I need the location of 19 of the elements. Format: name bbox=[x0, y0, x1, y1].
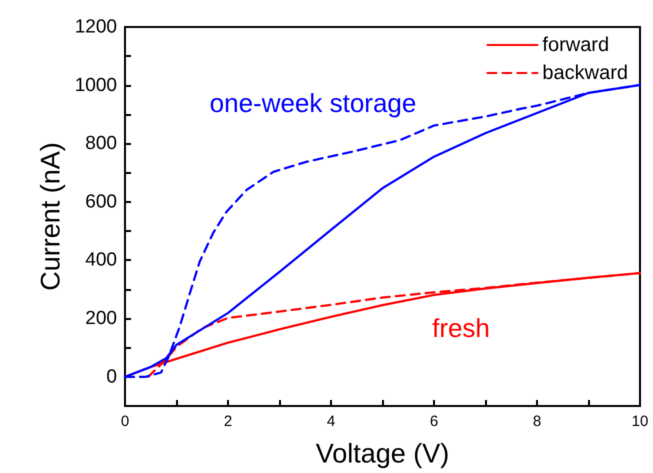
legend-label: backward bbox=[542, 62, 628, 84]
x-tick-label: 0 bbox=[120, 413, 130, 430]
y-tick-label: 800 bbox=[85, 133, 117, 154]
x-tick-label: 8 bbox=[532, 413, 542, 430]
x-tick-label: 2 bbox=[224, 413, 232, 430]
y-tick-label: 1200 bbox=[74, 16, 117, 38]
annotation: fresh bbox=[432, 313, 490, 343]
y-tick-label: 0 bbox=[106, 366, 117, 388]
y-tick-label: 200 bbox=[85, 308, 117, 330]
y-axis-title: Current (nA) bbox=[35, 142, 66, 291]
x-tick-label: 4 bbox=[326, 413, 336, 430]
y-tick-label: 1000 bbox=[74, 74, 117, 96]
y-tick-label: 400 bbox=[85, 250, 117, 271]
x-tick-label: 6 bbox=[430, 413, 438, 430]
annotation: one-week storage bbox=[210, 88, 416, 118]
x-tick-label: 10 bbox=[632, 413, 648, 430]
y-tick-label: 600 bbox=[85, 191, 117, 212]
legend-label: forward bbox=[542, 34, 610, 56]
x-axis-title: Voltage (V) bbox=[316, 438, 450, 468]
